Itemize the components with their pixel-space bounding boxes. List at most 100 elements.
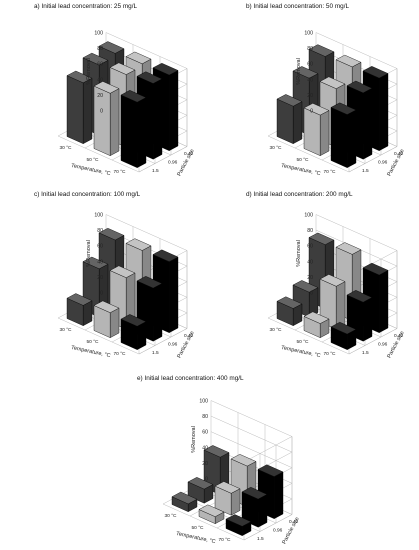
bar-top-face bbox=[335, 242, 362, 255]
bar-side-face bbox=[152, 78, 163, 160]
bar-top-face bbox=[93, 300, 120, 313]
x-tick-label: 50 °C bbox=[86, 157, 99, 163]
bar-top-face bbox=[66, 293, 93, 306]
depth-tick-label: 0.96 bbox=[378, 159, 388, 165]
x-tick-label: 70 °C bbox=[323, 169, 336, 175]
bar-top-face bbox=[98, 227, 125, 241]
chart-plot: 0 20 40 60 80 100 %Removal 30 °C 50 °C 70 °CTempe… bbox=[267, 213, 406, 359]
z-tick-label: 20 bbox=[97, 93, 103, 99]
bar-side-face bbox=[109, 307, 120, 339]
z-tick-label: 80 bbox=[202, 414, 208, 420]
z-tick-label: 100 bbox=[94, 213, 103, 219]
bar-side-face bbox=[362, 87, 373, 160]
bar bbox=[276, 94, 303, 145]
bar-side-face bbox=[292, 101, 303, 145]
x-tick-label: 70 °C bbox=[113, 351, 126, 357]
y-axis-title: %Removal bbox=[296, 240, 302, 267]
bar-top-face bbox=[346, 290, 373, 303]
x-tick-label: 50 °C bbox=[296, 339, 309, 345]
bar-side-face bbox=[335, 281, 346, 330]
bar-top-face bbox=[230, 454, 257, 467]
z-tick-label: 0 bbox=[100, 291, 103, 297]
bar-side-face bbox=[319, 110, 330, 157]
z-tick-label: 100 bbox=[199, 399, 208, 405]
depth-tick-label: 1.5 bbox=[362, 168, 369, 174]
bar-top-face bbox=[362, 66, 389, 79]
bar bbox=[330, 102, 357, 169]
y-axis-title: %Removal bbox=[296, 58, 302, 85]
depth-tick-label: 0.96 bbox=[378, 341, 388, 347]
z-tick-label: 40 bbox=[307, 77, 313, 83]
bar-top-face bbox=[109, 265, 136, 278]
depth-tick-label: 1.5 bbox=[152, 168, 159, 174]
bar-front-face bbox=[276, 98, 294, 145]
x-axis-title: Temperature, °C bbox=[175, 531, 216, 545]
bar bbox=[171, 491, 198, 513]
bar-front-face bbox=[120, 94, 138, 169]
z-tick-label: 60 bbox=[307, 244, 313, 250]
bar-top-face bbox=[136, 71, 163, 84]
bar-top-face bbox=[303, 311, 330, 324]
bar bbox=[93, 300, 120, 339]
bar-top-face bbox=[346, 80, 373, 94]
bar-top-face bbox=[98, 41, 125, 54]
bar-chart-3d: 0 20 40 60 80 100 %Removal 30 °C 50 °C 70 °CTempe… bbox=[162, 399, 301, 545]
chart-plot: 0 20 40 60 80 100 %Removal 30 °C 50 °C 70 °CTempe… bbox=[57, 31, 196, 177]
bar bbox=[93, 81, 120, 157]
y-axis-title: %Removal bbox=[86, 58, 92, 85]
bar-side-face bbox=[273, 471, 284, 520]
bar-side-face bbox=[82, 77, 93, 145]
bar-top-face bbox=[308, 44, 335, 57]
x-tick-label: 30 °C bbox=[59, 145, 72, 151]
bar-side-face bbox=[168, 256, 179, 334]
z-tick-label: 100 bbox=[304, 31, 313, 37]
bar-front-face bbox=[330, 107, 348, 169]
bar bbox=[120, 314, 147, 351]
bar bbox=[120, 90, 147, 169]
bar-top-face bbox=[152, 249, 179, 262]
bar-side-face bbox=[378, 269, 389, 334]
z-tick-label: 40 bbox=[97, 77, 103, 83]
z-tick-label: 20 bbox=[307, 275, 313, 281]
z-tick-label: 100 bbox=[304, 213, 313, 219]
panel-e: e) Initial lead concentration: 400 mg/L … bbox=[105, 366, 314, 550]
z-tick-label: 0 bbox=[205, 477, 208, 483]
depth-tick-label: 1.5 bbox=[362, 350, 369, 356]
bar-top-face bbox=[308, 232, 335, 245]
x-tick-label: 50 °C bbox=[86, 339, 99, 345]
bar-top-face bbox=[66, 70, 93, 84]
bar-chart-3d: 0 20 40 60 80 100 %Removal 30 °C 50 °C 70 °CTempe… bbox=[267, 213, 406, 359]
depth-tick-label: 0.96 bbox=[168, 341, 178, 347]
bar-top-face bbox=[292, 280, 319, 293]
y-axis-title: %Removal bbox=[86, 240, 92, 267]
depth-tick-label: 0.42 bbox=[394, 151, 404, 157]
bar-top-face bbox=[330, 102, 357, 115]
chart-title: d) Initial lead concentration: 200 mg/L bbox=[246, 191, 353, 198]
chart-plot: 0 20 40 60 80 100 %Removal 30 °C 50 °C 70 °CTempe… bbox=[267, 31, 406, 177]
chart-title: a) Initial lead concentration: 25 mg/L bbox=[34, 3, 138, 10]
bar bbox=[241, 486, 268, 528]
bar-chart-3d: 0 20 40 60 80 100 %Removal 30 °C 50 °C 70 °CTempe… bbox=[57, 213, 196, 359]
z-tick-label: 40 bbox=[202, 445, 208, 451]
bar-top-face bbox=[171, 491, 198, 505]
bar-front-face bbox=[66, 75, 84, 145]
x-tick-label: 70 °C bbox=[218, 537, 231, 543]
bar-top-face bbox=[276, 94, 303, 107]
depth-tick-label: 1.5 bbox=[152, 350, 159, 356]
bar-top-face bbox=[187, 477, 214, 490]
bar-top-face bbox=[214, 481, 241, 494]
panel-d: d) Initial lead concentration: 200 mg/L … bbox=[210, 182, 419, 364]
depth-tick-label: 0.42 bbox=[184, 333, 194, 339]
bar-top-face bbox=[109, 62, 136, 75]
bar-top-face bbox=[257, 464, 284, 477]
depth-tick-label: 0.96 bbox=[273, 527, 283, 533]
z-tick-label: 40 bbox=[307, 259, 313, 265]
z-tick-label: 80 bbox=[97, 228, 103, 234]
bar bbox=[225, 514, 252, 537]
bar-side-face bbox=[152, 283, 163, 342]
bar-top-face bbox=[120, 90, 147, 103]
chart-plot: 0 20 40 60 80 100 %Removal 30 °C 50 °C 70 °CTempe… bbox=[57, 213, 196, 359]
x-tick-label: 50 °C bbox=[296, 157, 309, 163]
bar-top-face bbox=[82, 52, 109, 66]
y-axis-title: %Removal bbox=[191, 426, 197, 453]
